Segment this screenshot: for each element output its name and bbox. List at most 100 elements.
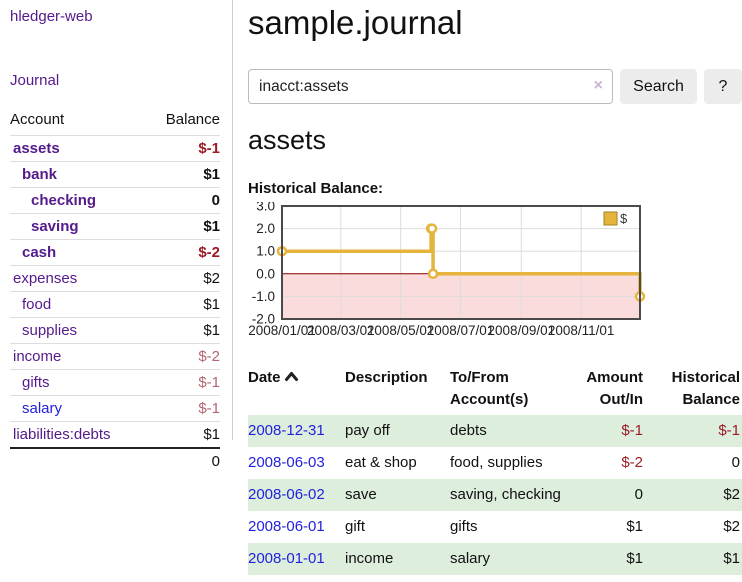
account-balance: $1: [146, 291, 220, 318]
register-header-amount: Amount Out/In: [586, 369, 643, 408]
register-amount: $-1: [621, 422, 643, 439]
account-row: cash $-2: [10, 239, 220, 266]
search-button[interactable]: Search: [620, 69, 697, 104]
account-row: bank $1: [10, 161, 220, 188]
register-amount: 0: [634, 486, 643, 503]
account-row: expenses $2: [10, 265, 220, 292]
account-row: checking 0: [10, 187, 220, 214]
account-link[interactable]: supplies: [22, 322, 78, 339]
account-row: food $1: [10, 291, 220, 318]
accounts-header-balance: Balance: [165, 111, 220, 128]
register-description: save: [345, 486, 377, 503]
balance-chart-svg: 3.0 2.0 1.0 0.0 -1.0 -2.02008/01/012008/03/01…: [248, 199, 646, 338]
account-row: assets $-1: [10, 135, 220, 162]
register-amount: $1: [626, 550, 643, 567]
register-balance: $2: [723, 518, 740, 535]
svg-text:-1.0: -1.0: [252, 289, 275, 304]
account-link[interactable]: checking: [31, 192, 97, 209]
account-row: salary $-1: [10, 395, 220, 422]
main-content: sample.journal × Search ? assets Histori…: [248, 0, 742, 575]
register-description: gift: [345, 518, 366, 535]
register-row: 2008-06-03 eat & shop food, supplies $-2 0: [248, 447, 742, 479]
register-balance: $2: [723, 486, 740, 503]
register-header-date-label: Date: [248, 369, 281, 386]
search-input[interactable]: [248, 69, 613, 104]
page-title: sample.journal: [248, 4, 463, 41]
register-date-link[interactable]: 2008-12-31: [248, 422, 325, 439]
register-header-row: Date Description To/From Account(s) Amou…: [248, 365, 742, 415]
brand-link[interactable]: hledger-web: [10, 8, 93, 25]
account-link[interactable]: gifts: [22, 374, 50, 391]
register-balance: $1: [723, 550, 740, 567]
account-balance: $-1: [146, 395, 220, 422]
register-accounts: gifts: [450, 518, 478, 535]
svg-text:1.0: 1.0: [256, 244, 275, 259]
register-date-link[interactable]: 2008-01-01: [248, 550, 325, 567]
account-balance: $-1: [146, 369, 220, 396]
svg-text:2.0: 2.0: [256, 221, 275, 236]
account-heading: assets: [248, 125, 327, 155]
account-balance: $1: [146, 317, 220, 344]
register-amount: $1: [626, 518, 643, 535]
account-link[interactable]: food: [22, 296, 52, 313]
account-link[interactable]: bank: [22, 166, 58, 183]
register-accounts: food, supplies: [450, 454, 543, 471]
svg-text:$: $: [620, 211, 628, 226]
register-row: 2008-12-31 pay off debts $-1 $-1: [248, 415, 742, 447]
svg-text:0.0: 0.0: [256, 266, 275, 281]
account-balance: 0: [146, 187, 220, 214]
account-balance: $-2: [146, 239, 220, 266]
sidebar-item-journal[interactable]: Journal: [10, 72, 60, 89]
register-description: eat & shop: [345, 454, 417, 471]
account-balance: $1: [146, 421, 220, 448]
accounts-table: Account Balance assets $-1 bank $1 checking 0…: [10, 109, 220, 474]
register-table: Date Description To/From Account(s) Amou…: [248, 365, 742, 575]
register-accounts: salary: [450, 550, 491, 567]
register-balance: 0: [731, 454, 740, 471]
account-link[interactable]: expenses: [13, 270, 78, 287]
register-header-accounts: To/From Account(s): [450, 369, 529, 408]
account-link[interactable]: assets: [13, 140, 60, 157]
account-link[interactable]: income: [13, 348, 62, 365]
accounts-total-spacer: [10, 447, 147, 474]
register-accounts: saving, checking: [450, 486, 561, 503]
account-link[interactable]: salary: [22, 400, 63, 417]
account-link[interactable]: cash: [22, 244, 57, 261]
account-balance: $1: [146, 161, 220, 188]
accounts-header-row: Account Balance: [10, 109, 220, 136]
register-header-balance: Historical Balance: [671, 369, 740, 408]
accounts-header-account: Account: [10, 111, 65, 128]
historical-balance-label: Historical Balance:: [248, 180, 384, 197]
account-link[interactable]: saving: [31, 218, 79, 235]
sidebar: hledger-web Journal Account Balance asse…: [0, 0, 233, 474]
register-header-date[interactable]: Date: [248, 365, 345, 415]
svg-text:2008/07/01: 2008/07/01: [427, 323, 495, 338]
svg-text:3.0: 3.0: [256, 202, 275, 214]
register-date-link[interactable]: 2008-06-02: [248, 486, 325, 503]
account-row: saving $1: [10, 213, 220, 240]
account-link[interactable]: liabilities:debts: [13, 426, 111, 443]
account-row: income $-2: [10, 343, 220, 370]
register-row: 2008-06-01 gift gifts $1 $2: [248, 511, 742, 543]
register-date-link[interactable]: 2008-06-03: [248, 454, 325, 471]
svg-text:2008/11/01: 2008/11/01: [548, 323, 615, 338]
account-row: liabilities:debts $1: [10, 421, 220, 448]
register-date-link[interactable]: 2008-06-01: [248, 518, 325, 535]
register-description: pay off: [345, 422, 390, 439]
register-amount: $-2: [621, 454, 643, 471]
svg-text:2008/03/01: 2008/03/01: [307, 323, 375, 338]
register-row: 2008-01-01 income salary $1 $1: [248, 543, 742, 575]
accounts-total-row: 0: [10, 447, 220, 474]
account-row: gifts $-1: [10, 369, 220, 396]
register-balance: $-1: [718, 422, 740, 439]
svg-text:2008/05/01: 2008/05/01: [367, 323, 435, 338]
balance-chart: 3.0 2.0 1.0 0.0 -1.0 -2.0 2008/01/01 2008/03/01…: [248, 199, 646, 342]
svg-text:-2.0: -2.0: [252, 312, 275, 327]
search-form: × Search ?: [248, 69, 742, 104]
account-row: supplies $1: [10, 317, 220, 344]
clear-search-icon[interactable]: ×: [593, 77, 603, 94]
help-button[interactable]: ?: [704, 69, 742, 104]
account-balance: $-2: [146, 343, 220, 370]
accounts-total-value: 0: [146, 447, 220, 474]
sort-ascending-icon: [284, 372, 298, 381]
